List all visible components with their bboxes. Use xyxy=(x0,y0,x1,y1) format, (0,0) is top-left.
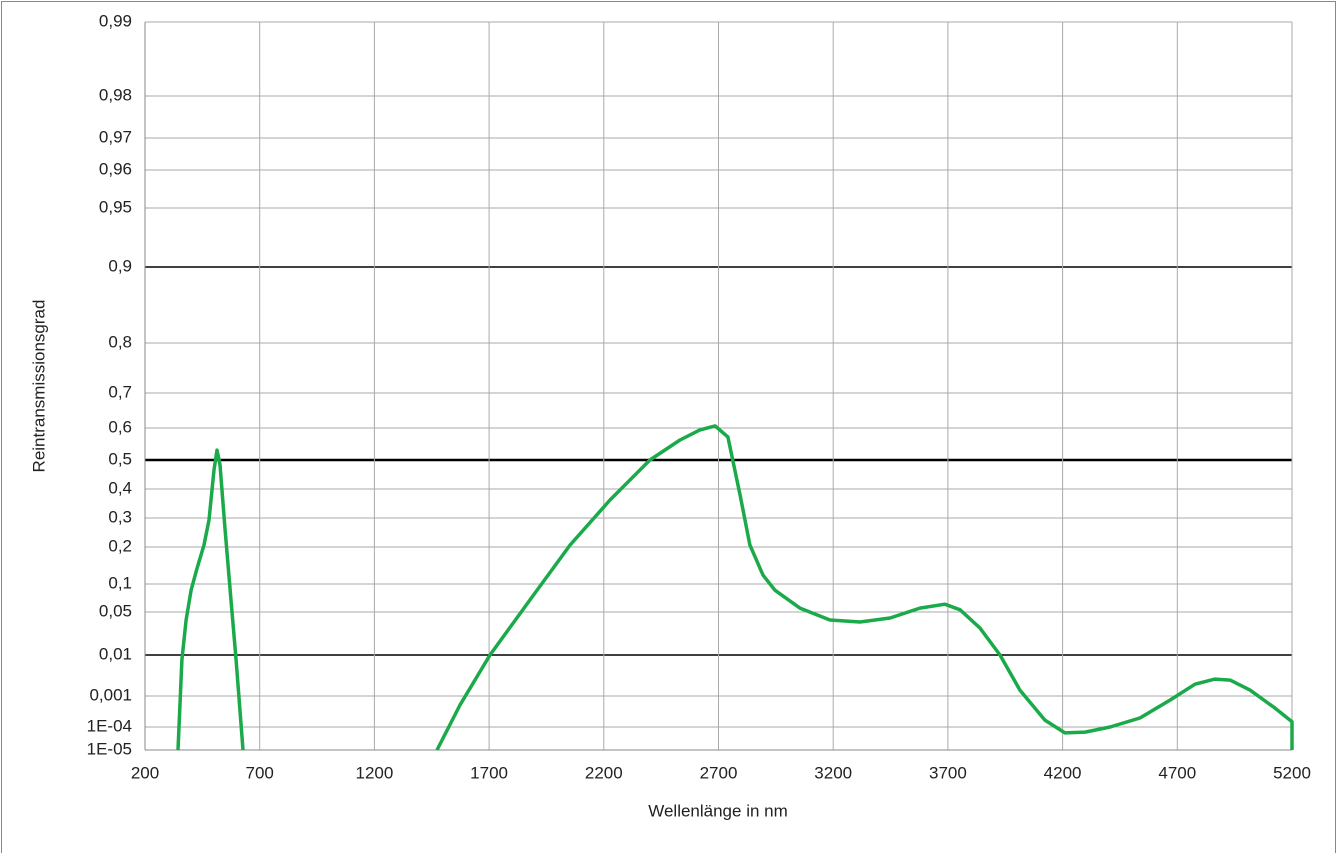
x-tick-label: 4200 xyxy=(1044,763,1082,782)
y-tick-label: 0,96 xyxy=(99,159,132,178)
y-tick-label: 0,97 xyxy=(99,127,132,146)
y-tick-label: 0,01 xyxy=(99,644,132,663)
y-tick-label: 0,95 xyxy=(99,197,132,216)
x-tick-label: 1200 xyxy=(355,763,393,782)
x-axis-label: Wellenlänge in nm xyxy=(648,801,788,820)
y-tick-label: 0,05 xyxy=(99,601,132,620)
y-tick-label: 0,3 xyxy=(108,507,132,526)
y-tick-label: 0,9 xyxy=(108,256,132,275)
y-tick-label: 0,7 xyxy=(108,382,132,401)
y-tick-label: 0,8 xyxy=(108,332,132,351)
y-tick-label: 1E-04 xyxy=(87,716,132,735)
y-tick-label: 0,98 xyxy=(99,85,132,104)
x-tick-label: 700 xyxy=(246,763,274,782)
x-tick-label: 1700 xyxy=(470,763,508,782)
x-tick-label: 3200 xyxy=(814,763,852,782)
y-axis-label: Reintransmissionsgrad xyxy=(29,300,48,473)
y-tick-label: 0,001 xyxy=(89,685,132,704)
data-line xyxy=(176,424,1294,751)
y-tick-label: 1E-05 xyxy=(87,739,132,758)
y-tick-label: 0,4 xyxy=(108,478,132,497)
x-tick-label: 3700 xyxy=(929,763,967,782)
y-tick-label: 0,5 xyxy=(108,449,132,468)
y-tick-label: 0,2 xyxy=(108,536,132,555)
y-tick-label: 0,6 xyxy=(108,417,132,436)
x-tick-label: 4700 xyxy=(1158,763,1196,782)
x-tick-label: 5200 xyxy=(1273,763,1311,782)
y-tick-label: 0,1 xyxy=(108,573,132,592)
x-tick-label: 2200 xyxy=(585,763,623,782)
x-tick-label: 2700 xyxy=(700,763,738,782)
x-tick-label: 200 xyxy=(131,763,159,782)
y-tick-label: 0,99 xyxy=(99,11,132,30)
